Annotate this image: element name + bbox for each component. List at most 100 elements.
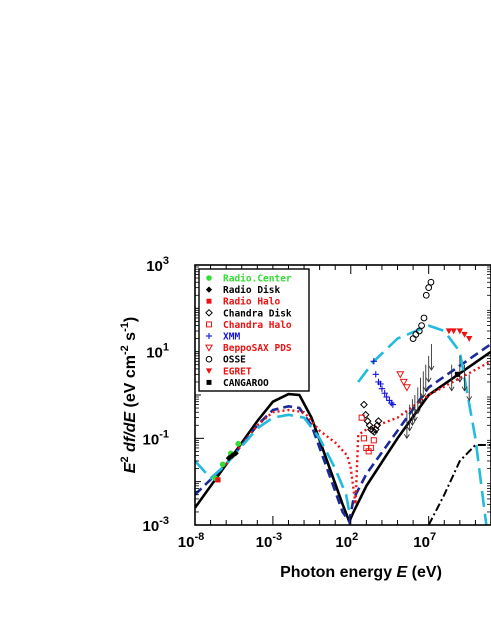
legend-label: EGRET [223,366,252,377]
legend-entry: Radio Halo [206,297,280,308]
legend-entry: CANGAROO [206,378,269,389]
legend-marker [205,308,213,317]
data-point-osse [422,291,430,299]
data-point-osse [409,335,417,343]
model-curve-dash-1 [195,342,491,525]
legend-entry: EGRET [205,366,252,377]
legend-marker [205,332,213,340]
labels-layer: 10-8 10-3 102 107 10-3 10-1 101 103 Photon energ… [119,255,442,581]
legend-marker [205,344,213,352]
data-point-xmm [388,399,395,407]
legend-box [198,268,310,392]
data-point-xmm [372,371,379,378]
legend-label: Radio Halo [223,297,280,308]
legend-label: Radio Disk [223,285,280,296]
upper-limit-arrow [456,355,463,383]
legend-label: Chandra Halo [223,320,292,331]
data-point-osse [420,314,428,322]
data-point-radio-disk [225,454,233,462]
data-point-egret [461,331,468,338]
data-point-osse [427,278,435,286]
legend-marker [205,368,213,374]
data-point-bepposax-pds [399,378,408,387]
data-point-xmm [378,385,386,392]
legend-entry: Radio Disk [205,285,280,296]
legend-entry: Chandra Disk [205,308,292,319]
legend-entry: Radio.Center [206,274,292,285]
legend-marker [205,355,213,363]
upper-limits-layer [404,344,473,440]
data-point-xmm [381,390,388,397]
x-tick-label: 10-8 [178,531,204,551]
data-point-bepposax-pds [396,371,405,379]
data-point-osse [412,331,420,338]
x-tick-label: 10-3 [256,531,282,551]
x-axis-label: Photon energy E (eV) [280,564,442,581]
data-point-egret [456,328,464,335]
upper-limit-arrow [420,371,427,399]
y-tick-label: 103 [146,255,169,275]
legend-marker [206,321,212,328]
data-point-chandra-disk [361,410,370,419]
upper-limit-arrow [466,374,473,402]
data-point-chandra-halo [358,414,365,421]
y-tick-label: 10-3 [143,515,169,535]
legend-label: Radio.Center [223,274,292,285]
data-point-egret [450,328,457,335]
data-point-xmm [383,393,390,401]
data-point-chandra-disk [374,417,383,425]
legend-entry: BeppoSAX PDS [205,343,292,354]
legend-marker [205,286,213,293]
upper-limit-arrow [417,377,424,405]
model-curve-longdash-3 [195,413,351,513]
y-tick-label: 101 [146,342,169,362]
data-point-chandra-disk [373,421,382,430]
data-point-chandra-halo [370,437,377,444]
data-point-chandra-disk [360,400,368,409]
data-point-chandra-disk [370,428,379,436]
upper-limit-arrow [411,395,418,422]
upper-limit-arrow [425,355,432,383]
legend-entry: OSSE [205,355,246,366]
x-tick-label: 107 [413,531,436,551]
model-curve-dot-2 [225,360,491,505]
upper-limit-arrow [422,364,429,392]
model-curve-dashdot-5 [427,444,491,525]
data-point-radio-center [235,440,242,447]
legend-label: XMM [223,332,240,343]
upper-limit-arrow [461,364,468,392]
legend-entry: XMM [205,332,240,343]
upper-limit-arrow [409,399,416,427]
upper-limit-arrow [404,412,410,440]
data-point-egret [466,336,473,342]
model-curves-layer [195,324,491,525]
upper-limit-arrow [406,404,413,432]
y-axis-label: E2 df/dE (eV cm-2 s-1) [119,317,139,473]
model-curve-longdash-4 [357,324,488,525]
data-point-egret [445,328,453,335]
legend-label: OSSE [223,355,246,366]
svg-text:E2 df/dE (eV cm-2 s-1): E2 df/dE (eV cm-2 s-1) [119,317,139,473]
data-point-xmm [389,401,397,408]
data-points-layer [212,278,473,483]
x-tick-label: 102 [335,531,358,551]
legend-label: Chandra Disk [223,308,292,319]
data-point-osse [415,327,423,335]
data-point-osse [418,322,425,329]
data-point-radio-disk [232,450,239,457]
legend-entry: Chandra Halo [206,320,292,331]
data-point-chandra-halo [360,435,368,442]
data-point-bepposax-pds [402,384,411,392]
upper-limit-arrow [428,344,435,371]
data-point-radio-center [219,461,226,468]
data-point-xmm [370,358,378,365]
upper-limit-arrow [448,364,455,392]
legend-marker [206,298,212,304]
data-point-cangaroo [454,371,460,377]
upper-limit-arrow [414,387,421,415]
data-point-xmm [377,380,384,388]
y-tick-label: 10-1 [143,428,169,448]
legend-label: BeppoSAX PDS [223,343,292,354]
